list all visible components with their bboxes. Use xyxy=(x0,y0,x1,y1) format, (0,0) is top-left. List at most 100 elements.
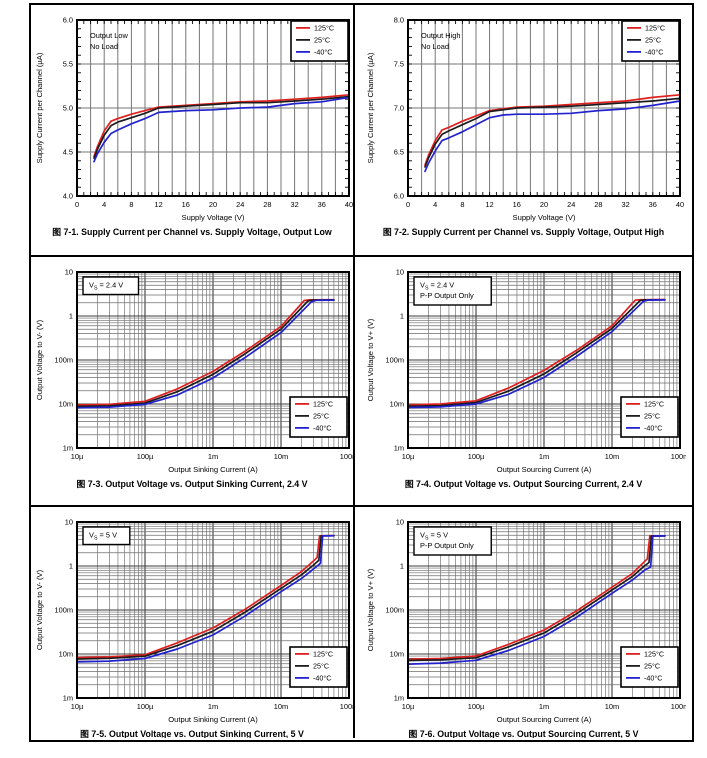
figure-7-1: Output Low No Load 125°C 25°C -40°C 0 4 8 12 16 20… xyxy=(31,5,355,257)
svg-text:28: 28 xyxy=(594,200,602,209)
svg-text:-40°C: -40°C xyxy=(313,424,331,433)
svg-text:10m: 10m xyxy=(59,400,73,409)
svg-text:16: 16 xyxy=(182,200,190,209)
svg-text:40: 40 xyxy=(345,200,353,209)
chart-7-5: VS = 5 V 125°C 25°C -40°C 10µ 100µ 1m 10m 100m 1m… xyxy=(35,518,355,724)
svg-text:1: 1 xyxy=(399,562,403,571)
svg-text:10m: 10m xyxy=(274,702,288,711)
svg-text:P-P Output Only: P-P Output Only xyxy=(420,541,474,550)
svg-text:10: 10 xyxy=(395,268,403,277)
svg-text:1m: 1m xyxy=(208,702,218,711)
svg-text:10µ: 10µ xyxy=(71,702,84,711)
svg-text:VS = 5 V: VS = 5 V xyxy=(89,531,117,542)
svg-text:-40°C: -40°C xyxy=(314,48,332,57)
svg-text:7.5: 7.5 xyxy=(393,60,403,69)
svg-text:10m: 10m xyxy=(389,650,403,659)
svg-text:36: 36 xyxy=(648,200,656,209)
chart-7-1: Output Low No Load 125°C 25°C -40°C 0 4 8 12 16 20… xyxy=(35,16,353,222)
svg-text:32: 32 xyxy=(621,200,629,209)
svg-text:16: 16 xyxy=(512,200,520,209)
svg-text:100m: 100m xyxy=(340,702,355,711)
svg-text:Output Sinking Current (A): Output Sinking Current (A) xyxy=(168,715,258,724)
figure-7-2-caption: 图 7-2. Supply Current per Channel vs. Su… xyxy=(382,227,665,237)
svg-text:125°C: 125°C xyxy=(644,650,664,659)
svg-text:100m: 100m xyxy=(670,702,685,711)
svg-text:6.5: 6.5 xyxy=(393,148,403,157)
svg-text:32: 32 xyxy=(290,200,298,209)
svg-text:7.0: 7.0 xyxy=(393,104,403,113)
svg-text:Output Low: Output Low xyxy=(90,31,128,40)
svg-text:10µ: 10µ xyxy=(401,452,414,461)
svg-text:4.0: 4.0 xyxy=(63,192,73,201)
svg-text:20: 20 xyxy=(539,200,547,209)
svg-text:10: 10 xyxy=(65,268,73,277)
svg-text:4.5: 4.5 xyxy=(63,148,73,157)
svg-text:100µ: 100µ xyxy=(137,702,154,711)
chart-7-3: VS = 2.4 V 125°C 25°C -40°C 10µ 100µ 1m 10m 100m… xyxy=(35,268,353,474)
svg-text:1m: 1m xyxy=(63,694,73,703)
svg-text:100m: 100m xyxy=(385,356,404,365)
svg-text:25°C: 25°C xyxy=(644,662,660,671)
svg-text:8: 8 xyxy=(460,200,464,209)
svg-text:Output High: Output High xyxy=(421,31,460,40)
svg-text:10: 10 xyxy=(395,518,403,527)
svg-text:100m: 100m xyxy=(55,606,74,615)
chart-7-6: VS = 5 VP-P Output Only 125°C 25°C -40°C 10µ… xyxy=(366,518,686,724)
figure-grid: Output Low No Load 125°C 25°C -40°C 0 4 8 12 16 20… xyxy=(29,3,694,742)
figure-7-2: Output High No Load 125°C 25°C -40°C 0 4 8 12 16 2… xyxy=(355,5,692,257)
svg-text:Supply Voltage (V): Supply Voltage (V) xyxy=(512,213,575,222)
svg-text:12: 12 xyxy=(485,200,493,209)
svg-text:6.0: 6.0 xyxy=(63,16,73,25)
svg-text:VS = 2.4 V: VS = 2.4 V xyxy=(420,281,454,292)
svg-text:36: 36 xyxy=(318,200,326,209)
svg-text:10m: 10m xyxy=(604,702,618,711)
svg-text:24: 24 xyxy=(236,200,244,209)
svg-text:100m: 100m xyxy=(55,356,74,365)
svg-text:10µ: 10µ xyxy=(71,452,84,461)
figure-7-6: VS = 5 V P-P Output Only 125°C 25°C -40°C 10µ… xyxy=(355,507,692,738)
figure-7-4: VS = 2.4 V P-P Output Only 125°C 25°C -40°C 1… xyxy=(355,257,692,507)
svg-text:28: 28 xyxy=(263,200,271,209)
svg-text:-40°C: -40°C xyxy=(313,674,331,683)
svg-text:No Load: No Load xyxy=(421,42,449,51)
svg-text:8.0: 8.0 xyxy=(393,16,403,25)
svg-text:VS = 2.4 V: VS = 2.4 V xyxy=(89,281,123,292)
svg-text:25°C: 25°C xyxy=(313,662,329,671)
svg-text:1m: 1m xyxy=(538,702,548,711)
chart-7-4: VS = 2.4 VP-P Output Only 125°C 25°C -40°C 1… xyxy=(366,268,686,474)
svg-text:40: 40 xyxy=(675,200,683,209)
svg-text:VS = 5 V: VS = 5 V xyxy=(420,531,448,542)
svg-text:10µ: 10µ xyxy=(401,702,414,711)
svg-text:125°C: 125°C xyxy=(313,650,333,659)
svg-text:Output Sourcing Current (A): Output Sourcing Current (A) xyxy=(496,465,591,474)
figure-7-6-caption: 图 7-6. Output Voltage vs. Output Sourcin… xyxy=(408,729,639,738)
svg-text:100µ: 100µ xyxy=(137,452,154,461)
svg-text:100m: 100m xyxy=(385,606,404,615)
svg-text:Supply Current per Channel (µA: Supply Current per Channel (µA) xyxy=(35,52,44,163)
svg-text:125°C: 125°C xyxy=(313,400,333,409)
svg-text:100m: 100m xyxy=(670,452,685,461)
svg-text:1m: 1m xyxy=(538,452,548,461)
svg-text:1: 1 xyxy=(69,312,73,321)
svg-text:125°C: 125°C xyxy=(644,400,664,409)
svg-text:6.0: 6.0 xyxy=(393,192,403,201)
svg-text:25°C: 25°C xyxy=(313,412,329,421)
svg-text:24: 24 xyxy=(567,200,575,209)
svg-text:Output Voltage to V+ (V): Output Voltage to V+ (V) xyxy=(366,318,375,401)
svg-text:4: 4 xyxy=(433,200,437,209)
svg-text:Supply Voltage (V): Supply Voltage (V) xyxy=(182,213,245,222)
svg-text:100µ: 100µ xyxy=(467,702,484,711)
svg-text:Output Voltage to V- (V): Output Voltage to V- (V) xyxy=(35,319,44,400)
figure-7-5-caption: 图 7-5. Output Voltage vs. Output Sinking… xyxy=(80,729,304,738)
svg-text:Output Sinking Current (A): Output Sinking Current (A) xyxy=(168,465,258,474)
svg-text:Output Sourcing Current (A): Output Sourcing Current (A) xyxy=(496,715,591,724)
svg-text:0: 0 xyxy=(75,200,79,209)
svg-text:20: 20 xyxy=(209,200,217,209)
svg-text:12: 12 xyxy=(154,200,162,209)
svg-text:25°C: 25°C xyxy=(645,36,661,45)
svg-text:-40°C: -40°C xyxy=(645,48,663,57)
svg-text:4: 4 xyxy=(102,200,106,209)
svg-text:P-P Output Only: P-P Output Only xyxy=(420,291,474,300)
chart-7-2: Output High No Load 125°C 25°C -40°C 0 4 8 12 16 2… xyxy=(366,16,684,222)
